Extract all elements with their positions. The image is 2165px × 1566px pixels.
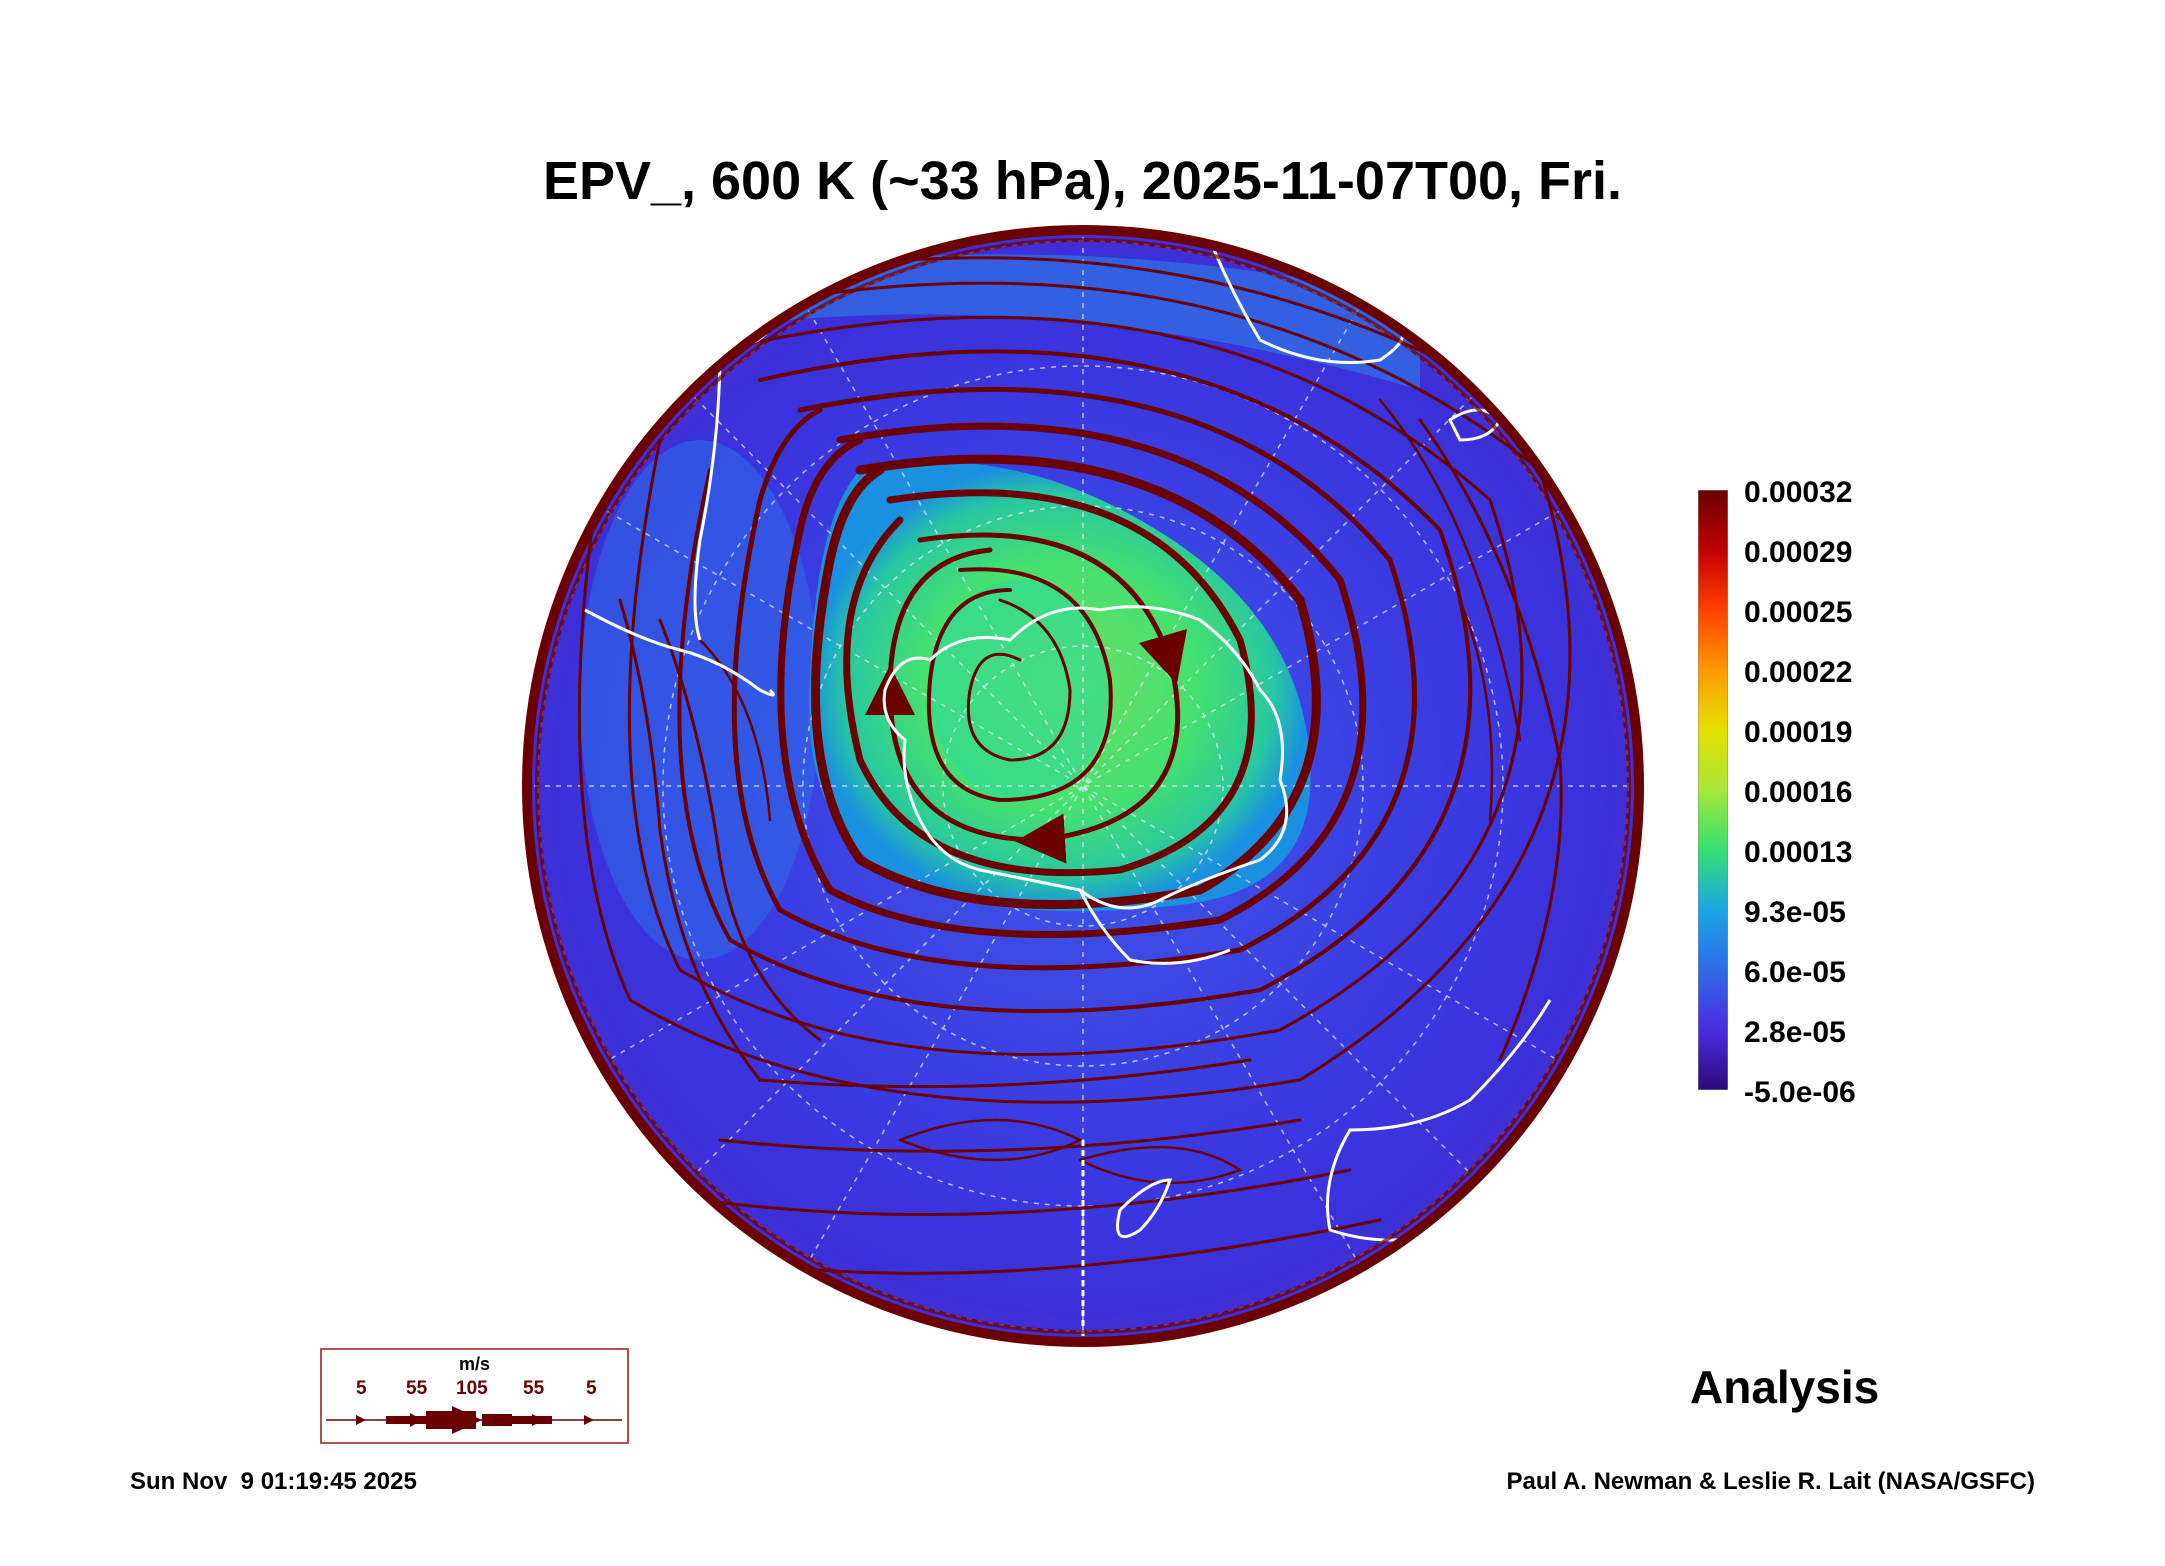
legend-value: 5 [356,1378,367,1399]
legend-value: 55 [523,1378,545,1399]
colorbar-label: 6.0e-05 [1744,956,1846,989]
legend-unit: m/s [458,1354,491,1374]
colorbar-label: 0.00032 [1744,476,1853,509]
colorbar-label: 0.00019 [1744,716,1853,749]
legend-value: 105 [456,1378,488,1399]
colorbar-label: 9.3e-05 [1744,896,1846,929]
analysis-label: Analysis [1690,1361,1880,1413]
legend-arrows [326,1406,622,1434]
legend-value: 55 [406,1378,428,1399]
colorbar-label: 0.00013 [1744,836,1853,869]
map-rim-inner [535,238,1631,1334]
colorbar-label: 0.00022 [1744,656,1853,689]
colorbar-label: -5.0e-06 [1744,1076,1856,1109]
colorbar-label: 0.00025 [1744,596,1853,629]
colorbar-label: 0.00016 [1744,776,1853,809]
map-rim [522,225,1644,1347]
colorbar: 0.00032 0.00029 0.00025 0.00022 0.00019 … [1690,476,1990,1110]
credit: Paul A. Newman & Leslie R. Lait (NASA/GS… [1506,1468,2035,1495]
timestamp: Sun Nov 9 01:19:45 2025 [130,1468,417,1495]
wind-speed-legend: m/s 5 55 105 55 5 [320,1348,629,1444]
legend-value: 5 [586,1378,597,1399]
colorbar-gradient [1698,490,1728,1090]
colorbar-label: 2.8e-05 [1744,1016,1846,1049]
colorbar-label: 0.00029 [1744,536,1853,569]
map-title: EPV_, 600 K (~33 hPa), 2025-11-07T00, Fr… [542,151,1623,211]
